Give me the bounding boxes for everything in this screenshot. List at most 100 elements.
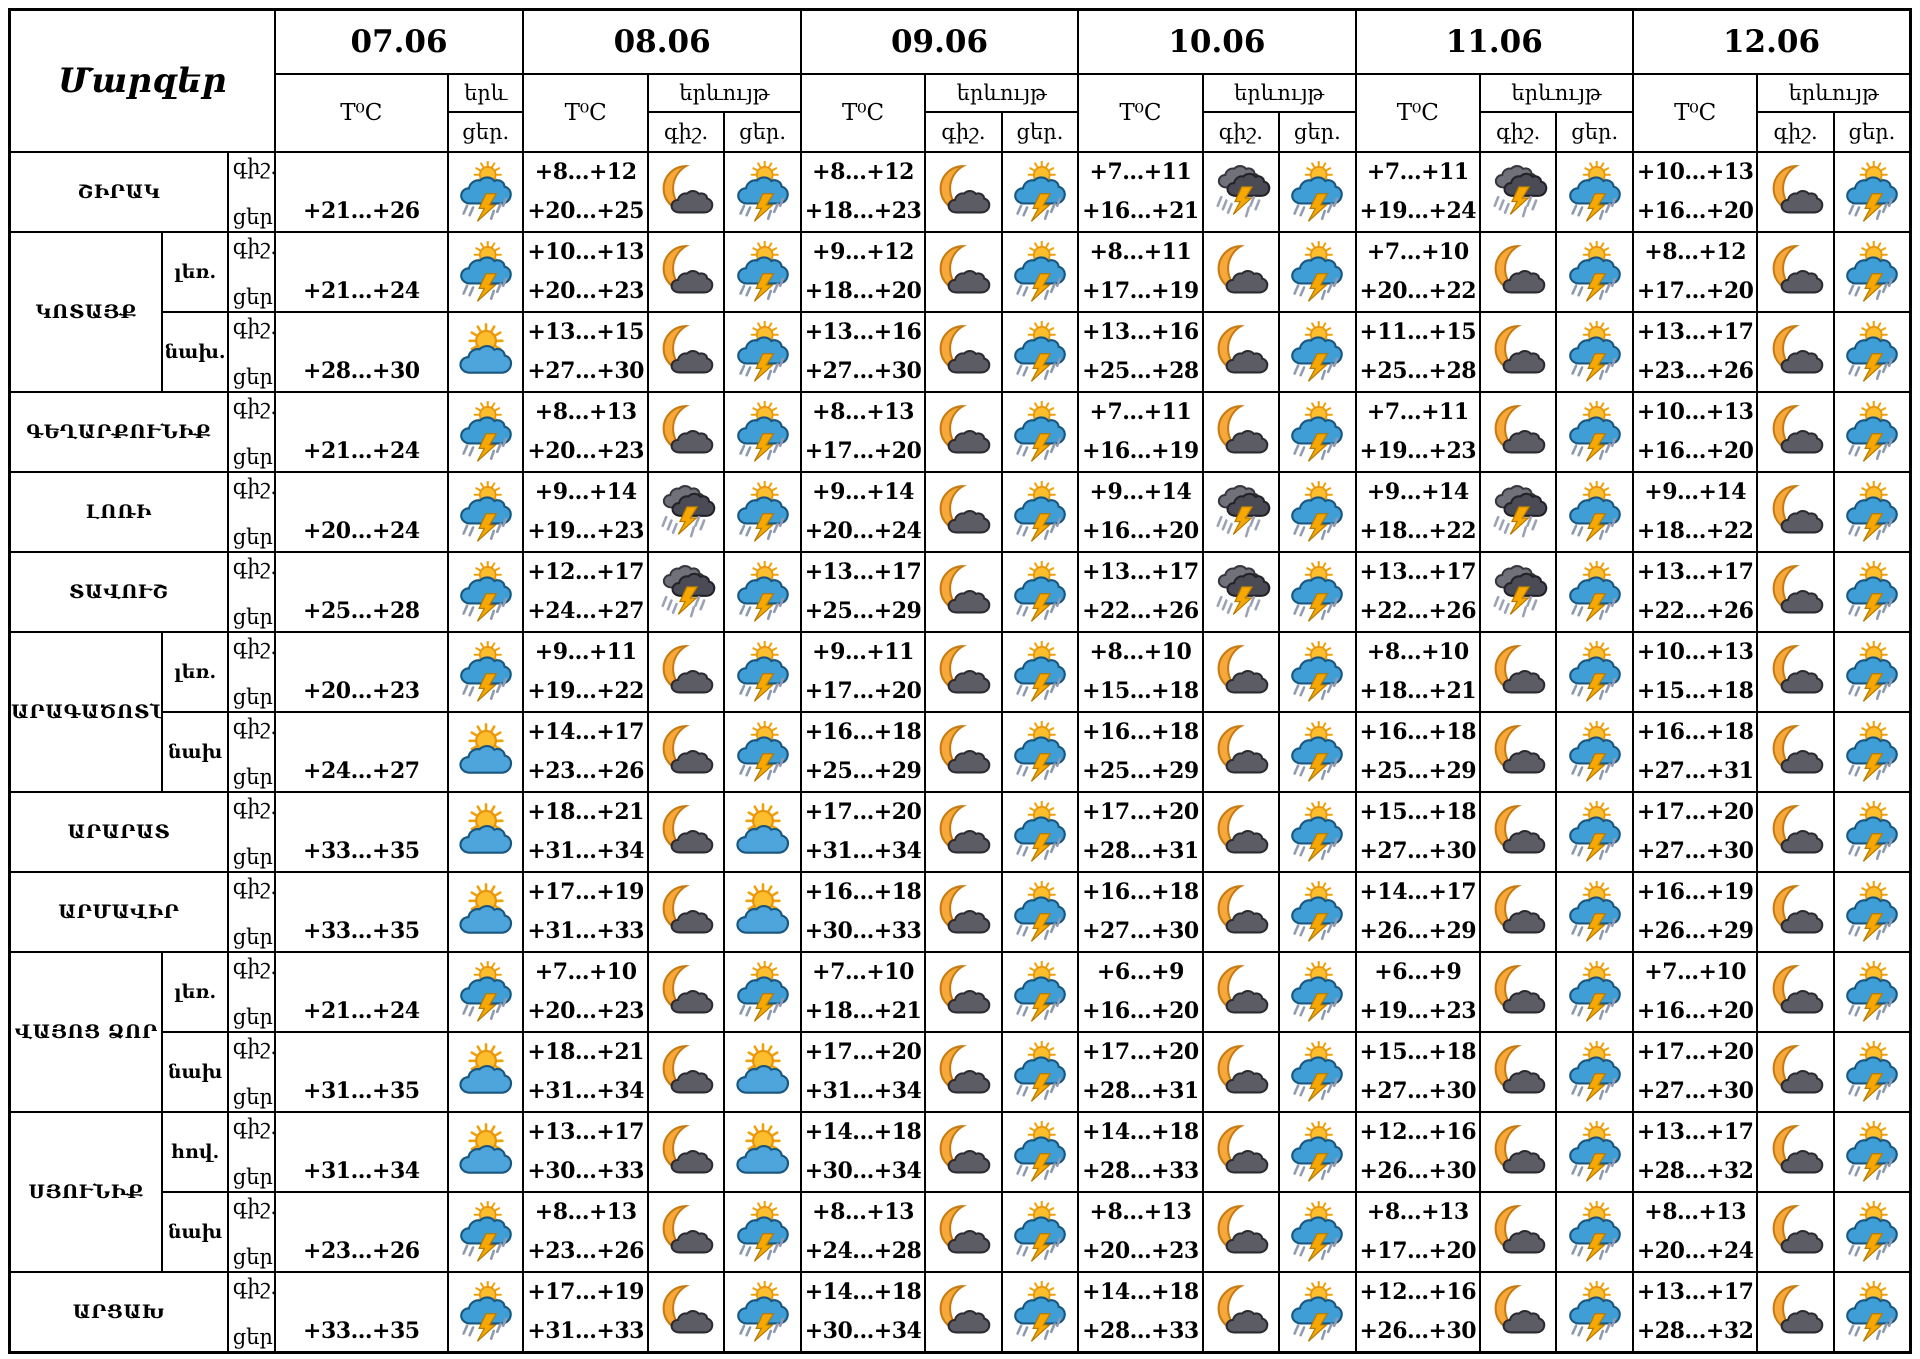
day-icon-cell (1832, 230, 1912, 313)
sun-cloud-lightning-rain-icon (1286, 321, 1348, 383)
sun-cloud-lightning-rain-icon (455, 1201, 517, 1263)
sun-cloud-lightning-rain-icon (732, 1281, 794, 1343)
temp-cell: +6...+9 +16...+20 (1077, 950, 1204, 1033)
day-icon-cell (723, 950, 802, 1033)
night-temp: +13...+17 (1636, 559, 1754, 585)
temp-cell: +8...+13 +17...+20 (1354, 1190, 1481, 1273)
night-temp: +14...+18 (1082, 1119, 1199, 1145)
temp-cell: +18...+21 +31...+34 (522, 1030, 649, 1113)
night-temp: +15...+18 (1359, 799, 1477, 825)
regions-corner-cell: Մարզեր (8, 8, 276, 153)
moon-dark-cloud-icon (1487, 641, 1549, 703)
sun-cloud-lightning-rain-icon (1009, 561, 1071, 623)
region-cell: ԱՐՑԱԽ (8, 1270, 229, 1353)
temp-cell: +8...+12 +17...+20 (1631, 230, 1759, 313)
night-temp (277, 315, 446, 349)
night-temp: +8...+13 (534, 399, 637, 425)
temp-cell: +16...+18 +25...+29 (1077, 710, 1204, 793)
night-icon-cell (1201, 950, 1281, 1033)
sun-cloud-lightning-rain-icon (732, 401, 794, 463)
dark-clouds-lightning-rain-icon (1487, 161, 1549, 223)
region-cell: ԼՈՌԻ (8, 470, 229, 553)
moon-dark-cloud-icon (1765, 1201, 1827, 1263)
night-icon-cell (1478, 950, 1558, 1033)
sun-cloud-lightning-rain-icon (1009, 401, 1071, 463)
night-icon-cell (924, 1110, 1003, 1193)
temp-cell: +17...+19 +31...+33 (522, 1270, 649, 1353)
temp-cell: +10...+13 +20...+23 (522, 230, 649, 313)
date-header-10.06: 10.06 (1077, 8, 1357, 75)
night-icon-cell (646, 230, 726, 313)
day-icon-cell (723, 630, 802, 713)
night-temp: +7...+10 (534, 959, 637, 985)
temp-cell: +9...+14 +19...+23 (522, 470, 649, 553)
temp-cell: +28...+30 (273, 310, 449, 393)
day-temp: +17...+20 (804, 678, 922, 704)
temp-cell: +14...+18 +30...+34 (799, 1110, 927, 1193)
day-temp: +27...+30 (1082, 918, 1199, 944)
day-temp: +28...+33 (1082, 1318, 1199, 1344)
region-cell: ԱՐՄԱՎԻՐ (8, 870, 229, 953)
night-icon-cell (1756, 630, 1835, 713)
night-temp (277, 1195, 446, 1229)
day-temp: +28...+32 (1636, 1158, 1754, 1184)
row-night-day-labels: գիշ. ցեր. (226, 470, 276, 553)
night-label: գիշ. (232, 554, 275, 579)
night-temp: +13...+17 (1636, 319, 1754, 345)
moon-dark-cloud-icon (655, 1281, 717, 1343)
moon-dark-cloud-icon (1487, 801, 1549, 863)
sun-cloud-lightning-rain-icon (1286, 1201, 1348, 1263)
day-label: ցեր. (232, 364, 273, 389)
night-icon-cell (924, 470, 1003, 553)
day-icon-cell (1278, 390, 1357, 473)
day-icon-cell (446, 550, 525, 633)
moon-dark-cloud-icon (1210, 241, 1272, 303)
day-temp: +28...+32 (1636, 1318, 1754, 1344)
night-temp: +7...+10 (1366, 239, 1469, 265)
subregion-cell: լեռ. (161, 630, 229, 713)
day-temp: +26...+30 (1359, 1318, 1477, 1344)
date-header-08.06: 08.06 (522, 8, 802, 75)
night-temp (277, 955, 446, 989)
moon-dark-cloud-icon (1765, 641, 1827, 703)
temp-cell: +14...+17 +26...+29 (1354, 870, 1481, 953)
moon-dark-cloud-icon (1487, 1041, 1549, 1103)
dark-clouds-lightning-rain-icon (1210, 161, 1272, 223)
sun-cloud-lightning-rain-icon (1009, 1121, 1071, 1183)
temp-cell: +9...+12 +18...+20 (799, 230, 927, 313)
day-temp: +16...+21 (1082, 198, 1199, 224)
night-temp: +9...+14 (1644, 479, 1747, 505)
day-icon-cell (446, 470, 525, 553)
sun-cloud-lightning-rain-icon (1564, 641, 1626, 703)
day-temp: +18...+23 (804, 198, 922, 224)
sun-cloud-lightning-rain-icon (1841, 401, 1903, 463)
night-temp: +10...+13 (1636, 159, 1754, 185)
day-icon-cell (1278, 630, 1357, 713)
night-icon-cell (1478, 710, 1558, 793)
row-night-day-labels: գիշ. ցեր. (226, 790, 276, 873)
day-temp: +21...+24 (303, 998, 420, 1024)
day-temp: +31...+33 (527, 1318, 644, 1344)
night-temp: +16...+18 (1636, 719, 1754, 745)
sun-cloud-lightning-rain-icon (732, 481, 794, 543)
moon-dark-cloud-icon (932, 721, 994, 783)
sun-cloud-lightning-rain-icon (1286, 641, 1348, 703)
day-temp: +20...+23 (527, 438, 644, 464)
table-row: նախգիշ.ցեր.+31...+35+18...+21+31...+34+1… (10, 1030, 1912, 1113)
night-icon-cell (1756, 870, 1835, 953)
region-cell: ՎԱՅՈՑ ՁՈՐ (8, 950, 164, 1113)
day-temp: +26...+30 (1359, 1158, 1477, 1184)
night-label: գիշ. (646, 110, 726, 153)
table-row: ՇԻՐԱԿգիշ.ցեր.+21...+26+8...+12+20...+25+… (8, 150, 1912, 233)
dark-clouds-lightning-rain-icon (655, 561, 717, 623)
day-temp: +21...+26 (303, 198, 420, 224)
day-label: ցեր. (1555, 110, 1634, 153)
temp-cell: +8...+13 +20...+23 (522, 390, 649, 473)
day-temp: +21...+24 (303, 438, 420, 464)
sun-cloud-lightning-rain-icon (1564, 561, 1626, 623)
day-temp: +27...+30 (1636, 838, 1754, 864)
sun-cloud-lightning-rain-icon (1841, 321, 1903, 383)
night-icon-cell (646, 1190, 726, 1273)
sun-cloud-lightning-rain-icon (732, 161, 794, 223)
night-temp: +18...+21 (527, 1039, 644, 1065)
